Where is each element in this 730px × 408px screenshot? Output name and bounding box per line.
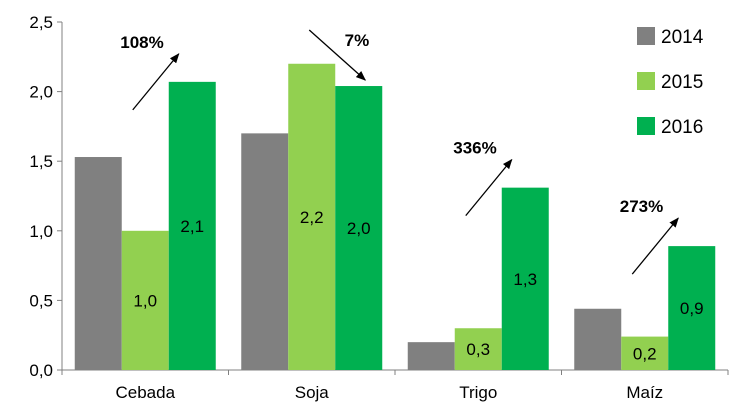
x-tick-label: Soja [295,383,330,402]
bar [241,133,289,370]
legend-swatch [637,72,655,90]
data-label: 0,2 [633,344,657,363]
bar [288,63,336,370]
data-label: 2,1 [180,217,204,236]
legend-label: 2014 [661,27,704,48]
growth-label: 273% [620,197,663,216]
bar [121,230,169,370]
y-tick-label: 0,5 [29,291,53,310]
data-label: 1,3 [513,270,537,289]
bar [335,86,383,371]
bar [74,157,122,370]
growth-arrow [465,158,513,217]
x-tick-label: Trigo [459,383,497,402]
growth-arrow [631,217,679,275]
growth-arrow [132,53,180,111]
legend-label: 2015 [661,72,703,93]
data-label: 2,0 [347,219,371,238]
legend-swatch [637,117,655,135]
growth-label: 108% [120,33,163,52]
bar [168,81,216,370]
growth-label: 7% [345,31,370,50]
bar [621,336,669,370]
data-label: 1,0 [133,291,157,310]
x-tick-label: Maíz [626,383,663,402]
bar [501,187,549,370]
y-tick-label: 1,5 [29,152,53,171]
y-tick-label: 2,5 [29,13,53,32]
y-axis: 0,0 0,5 1,0 1,5 2,0 2,5 [29,13,63,380]
bars [74,63,716,371]
data-label: 0,9 [680,299,704,318]
bar [454,328,502,370]
x-tick-label: Cebada [115,383,175,402]
legend: 2014 2015 2016 [637,27,704,138]
y-tick-label: 0,0 [29,361,53,380]
growth-label: 336% [453,139,496,158]
y-tick-label: 2,0 [29,83,53,102]
bar [574,308,622,370]
bar [668,246,716,370]
data-label: 2,2 [300,208,324,227]
data-label: 0,3 [466,340,490,359]
growth-arrow [308,29,366,81]
annotations: 108% 7% 336% 273% [120,29,679,275]
data-labels: 1,0 2,1 2,2 2,0 0,3 1,3 0,2 0,9 [133,208,703,363]
legend-swatch [637,27,655,45]
x-axis: Cebada Soja Trigo Maíz [61,369,729,402]
legend-label: 2016 [661,117,703,138]
bar [407,342,455,370]
y-tick-label: 1,0 [29,222,53,241]
